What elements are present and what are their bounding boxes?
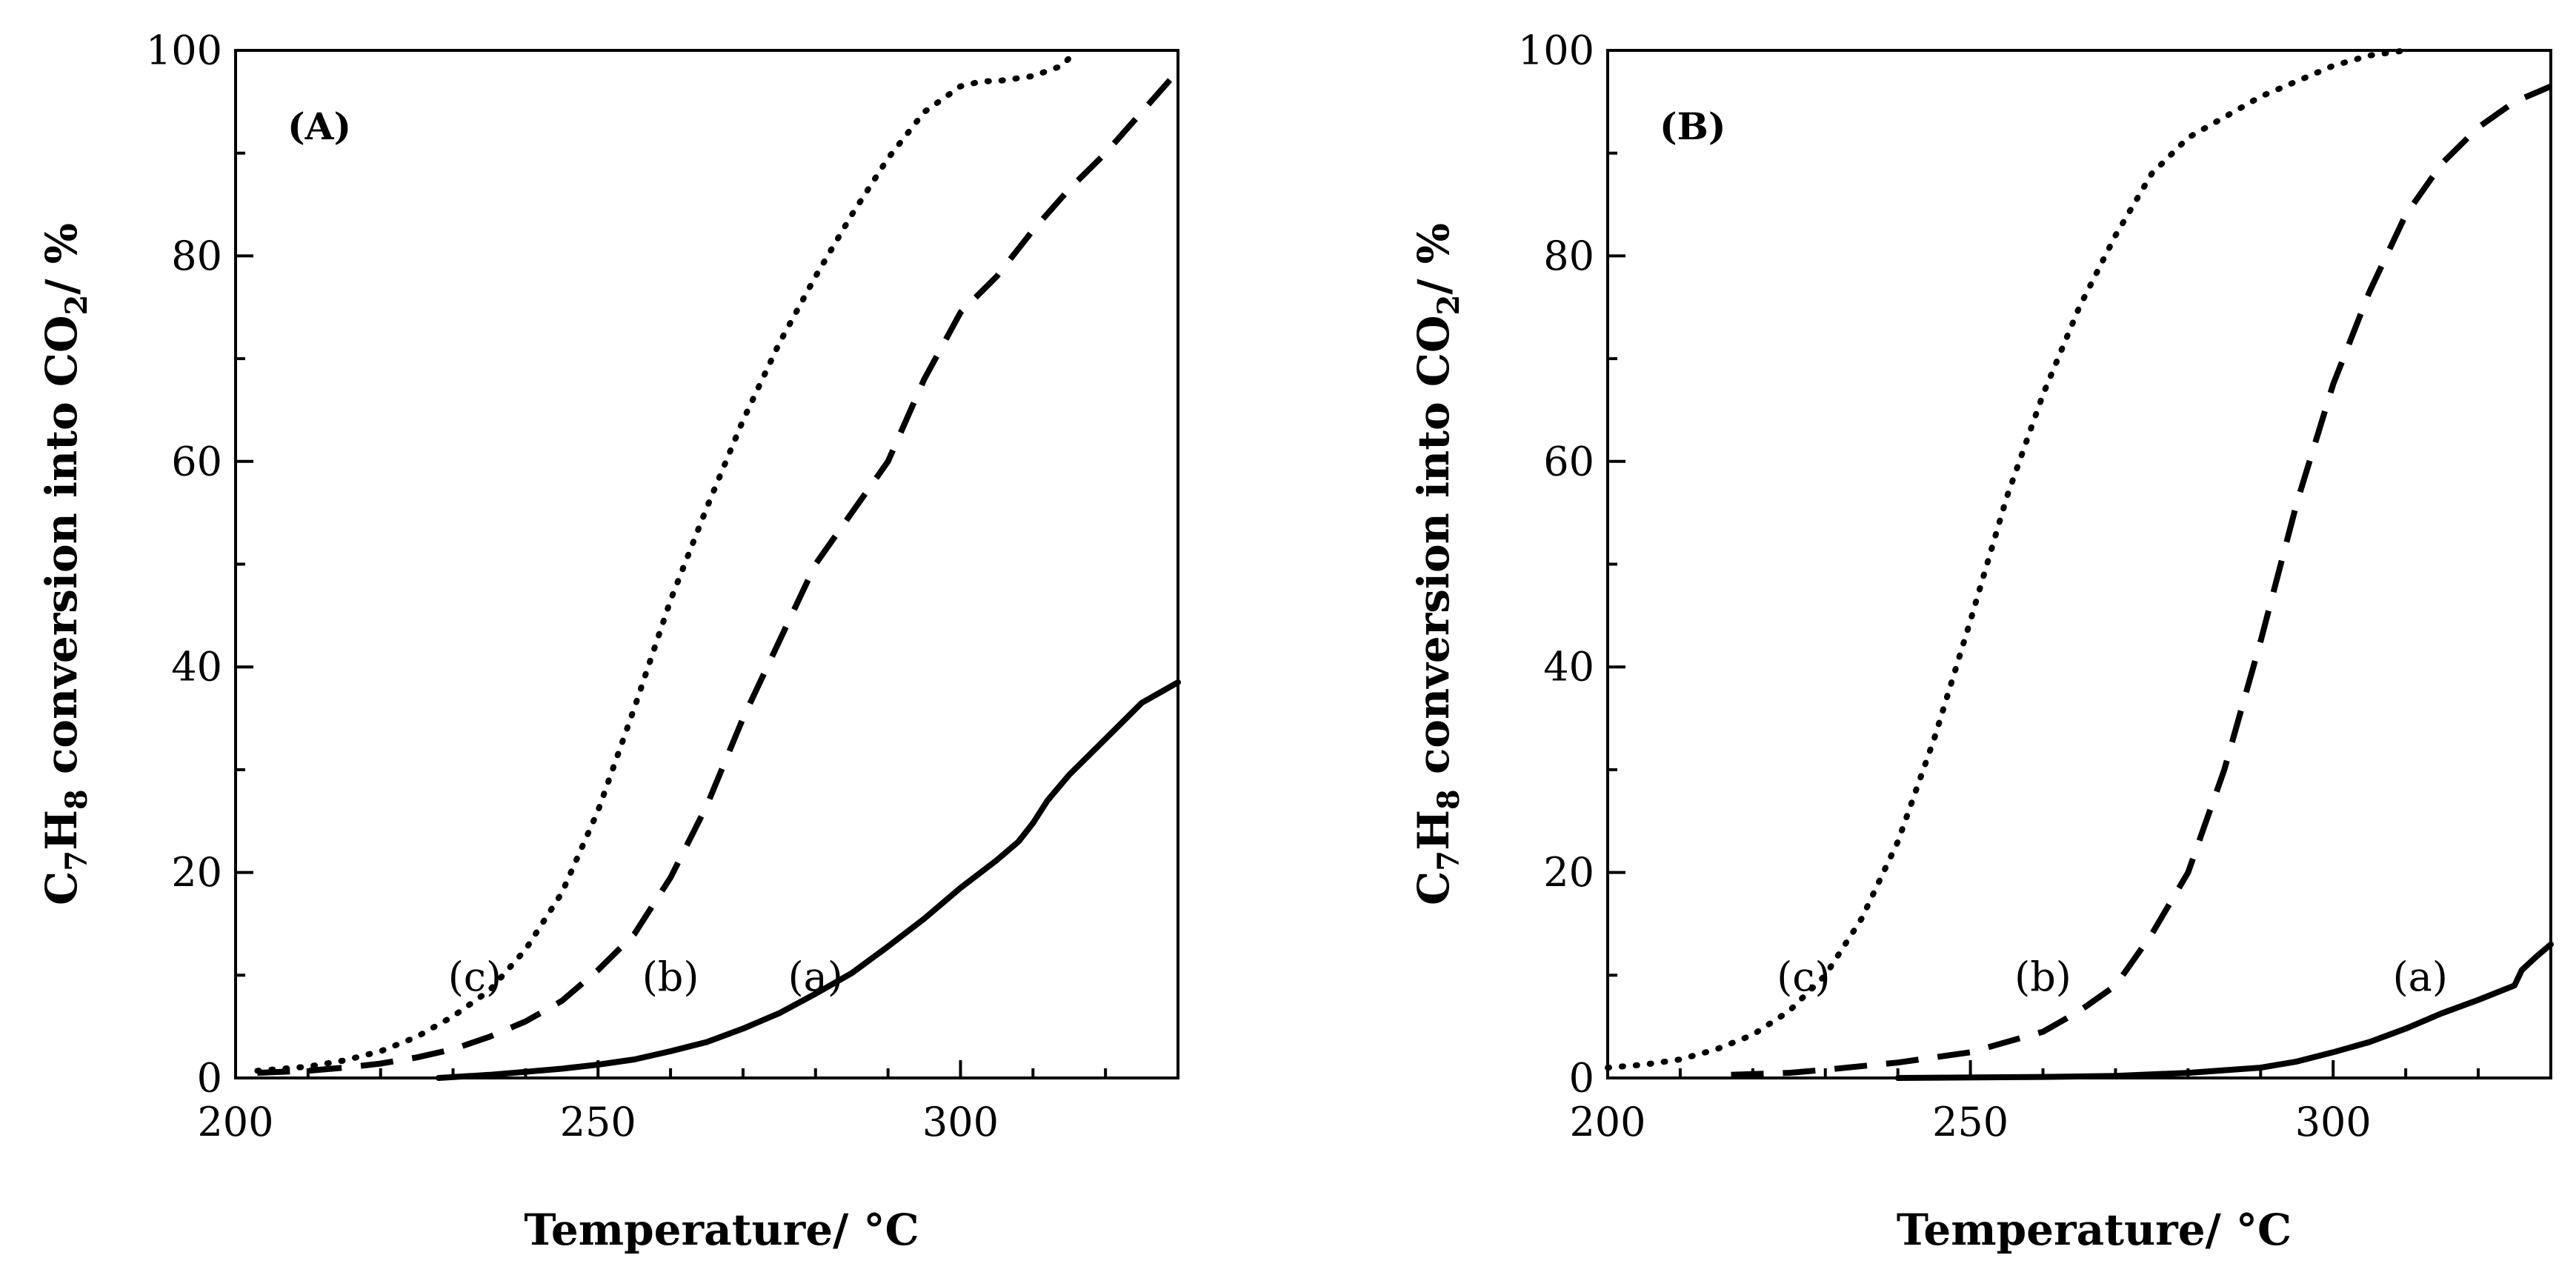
panel-b: 0 20 40 60 80 100 200 250 300 Temperature/ °C C7H8… <box>1408 27 2554 1255</box>
y-tick-label: 20 <box>171 849 222 896</box>
x-tick-label: 250 <box>560 1099 636 1145</box>
y-axis-title-subscript: 8 <box>59 789 94 810</box>
panel-a: 0 20 40 60 80 100 200 250 300 Temperature/ °C C7H8… <box>36 27 1181 1255</box>
y-axis-title-part: conversion into CO <box>36 315 87 789</box>
y-axis-title: C7H8 conversion into CO2/ % <box>1408 223 1466 905</box>
y-tick-label: 60 <box>1543 438 1594 485</box>
y-axis-title-part: conversion into CO <box>1408 315 1459 789</box>
y-tick-label: 40 <box>1543 644 1594 690</box>
y-tick-label: 20 <box>1543 849 1594 896</box>
x-tick-label: 300 <box>2295 1099 2372 1145</box>
y-axis-title-part: H <box>1408 810 1459 851</box>
y-axis-title-subscript: 2 <box>1431 295 1466 316</box>
series-label: (a) <box>2393 953 2448 1000</box>
panel-label: (B) <box>1660 104 1726 148</box>
series-label: (c) <box>448 953 502 1000</box>
x-axis-title: Temperature/ °C <box>1897 1205 2292 1255</box>
y-tick-label: 60 <box>171 438 222 485</box>
y-axis-title-part: / % <box>1408 223 1459 295</box>
x-tick-label: 200 <box>1569 1099 1645 1145</box>
series-label: (b) <box>2014 953 2071 1000</box>
x-tick-label: 200 <box>197 1099 273 1145</box>
series-line-c <box>254 47 1079 1074</box>
y-axis-title: C7H8 conversion into CO2/ % <box>36 223 94 905</box>
y-axis-title-subscript: 8 <box>1431 789 1466 810</box>
y-tick-label: 0 <box>197 1055 222 1102</box>
x-tick-label: 250 <box>1932 1099 2008 1145</box>
y-tick-label: 100 <box>1518 27 1594 74</box>
x-tick-label: 300 <box>922 1099 999 1145</box>
y-axis-title-part: H <box>36 810 87 851</box>
y-tick-label: 100 <box>146 27 222 74</box>
series-label: (a) <box>788 953 843 1000</box>
series-line-a <box>436 679 1181 1081</box>
plot-frame <box>1606 49 2552 1079</box>
series-line-c <box>1605 47 2409 1071</box>
y-axis-title-part: / % <box>36 223 87 295</box>
series-label: (c) <box>1777 953 1830 1000</box>
y-axis-title-subscript: 2 <box>59 295 94 316</box>
y-tick-label: 40 <box>171 644 222 690</box>
y-axis-title-part: C <box>1408 871 1459 905</box>
y-tick-label: 80 <box>1543 233 1594 279</box>
panel-label: (A) <box>287 104 351 148</box>
y-tick-label: 80 <box>171 233 222 279</box>
y-axis-title-part: C <box>36 871 87 905</box>
series-line-a <box>1894 941 2554 1081</box>
y-tick-label: 0 <box>1569 1055 1594 1102</box>
series-label: (b) <box>642 953 699 1000</box>
y-axis-title-subscript: 7 <box>59 851 94 871</box>
plot-frame <box>234 49 1179 1079</box>
y-axis-title-subscript: 7 <box>1431 851 1466 871</box>
x-axis-title: Temperature/ °C <box>524 1205 919 1255</box>
series-line-b <box>1731 83 2552 1078</box>
series-line-b <box>257 69 1181 1076</box>
